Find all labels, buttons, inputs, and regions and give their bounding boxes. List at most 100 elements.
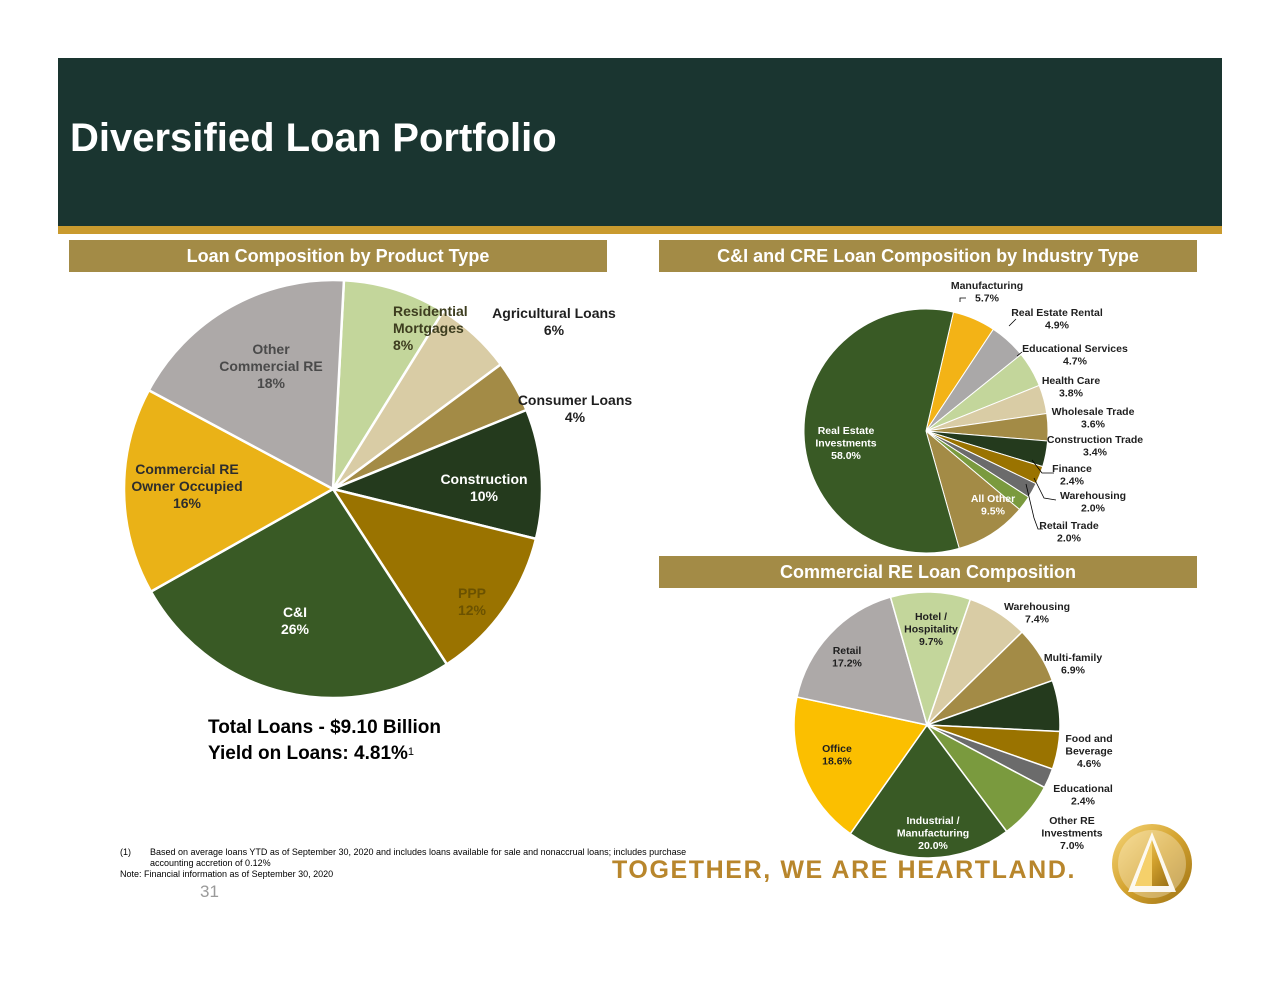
commercial-re-pie-chart: Warehousing 7.4% Multi-family 6.9% Health Se… xyxy=(793,591,1135,859)
slice-label-line: 6% xyxy=(544,322,565,338)
slice-label-warehousing: Warehousing 2.0% xyxy=(1060,490,1126,515)
slice-label-line: Warehousing xyxy=(1060,490,1126,502)
slice-label-line: Health Care xyxy=(1042,375,1101,387)
pie-slice-commercial-re-owner-occupied xyxy=(122,388,336,594)
slice-label-line: Multi-family xyxy=(1044,652,1102,664)
pie-slice-office xyxy=(793,696,929,835)
slice-label-construction: Construction 10% xyxy=(440,471,527,504)
slice-label-other-commercial-re: Other Commercial RE 18% xyxy=(219,341,322,391)
slice-label-line: Owner Occupied xyxy=(131,478,242,494)
total-loans-text: Total Loans - $9.10 Billion xyxy=(208,717,441,738)
slice-label-food-and-beverage: Food and Beverage 4.6% xyxy=(1065,733,1112,770)
slice-label-health-care: Health Care 3.8% xyxy=(1042,375,1101,400)
slice-label-line: Consumer Loans xyxy=(518,392,633,408)
slice-label-line: Construction Trade xyxy=(1047,434,1143,446)
leader-line xyxy=(1016,351,1023,357)
slice-label-commercial-re-owner-occupied: Commercial RE Owner Occupied 16% xyxy=(131,461,242,511)
yield-on-loans: Yield on Loans: 4.81%1 xyxy=(208,741,441,767)
slice-label-retail-trade: Retail Trade 2.0% xyxy=(1039,520,1099,545)
slice-label-line: 4% xyxy=(565,409,586,425)
slice-label-line: Agricultural Loans xyxy=(492,305,616,321)
slice-label-line: 3.4% xyxy=(1083,447,1108,459)
pie-slice-hotel-hospitality xyxy=(889,591,972,728)
slice-label-line: Warehousing xyxy=(1004,601,1070,613)
slice-label-all-other: All Other 9.5% xyxy=(971,493,1015,518)
slice-label-line: 26% xyxy=(281,621,310,637)
banner-accent-rule xyxy=(58,226,1222,234)
yield-footnote-ref: 1 xyxy=(407,746,415,758)
slice-label-line: 17.2% xyxy=(832,658,862,670)
slice-label-line: 2.0% xyxy=(1081,503,1106,515)
slice-label-educational-services: Educational Services 4.7% xyxy=(1022,343,1128,368)
slice-label-line: Hospitality xyxy=(904,624,958,636)
slice-label-line: Educational xyxy=(1053,783,1113,795)
slice-label-line: 3.8% xyxy=(1059,388,1084,400)
slice-label-line: 3.6% xyxy=(1081,419,1106,431)
slice-label-retail: Retail 17.2% xyxy=(832,645,862,670)
slice-label-line: 2.4% xyxy=(1060,476,1085,488)
slice-label-line: Mortgages xyxy=(393,320,464,336)
slice-label-health-services: Health Services 6.2% xyxy=(1057,694,1135,719)
brand-tagline: TOGETHER, WE ARE HEARTLAND. xyxy=(612,856,1077,884)
slice-label-line: Other xyxy=(252,341,290,357)
industry-type-pie-chart: Manufacturing 5.7%Real Estate Rental 4.9%E… xyxy=(803,280,1143,554)
pie-slice-retail xyxy=(796,596,929,726)
slice-label-line: Hotel / xyxy=(915,611,947,623)
slice-label-line: Beverage xyxy=(1065,746,1112,758)
leader-line xyxy=(1008,318,1017,327)
slice-label-line: 18% xyxy=(257,375,286,391)
slice-label-real-estate-investments: Real Estate Investments 58.0% xyxy=(815,425,876,462)
yield-text: Yield on Loans: 4.81% xyxy=(208,743,408,764)
pie-slice-c-i xyxy=(149,487,449,700)
slice-label-line: Educational Services xyxy=(1022,343,1128,355)
slice-label-multi-family: Multi-family 6.9% xyxy=(1044,652,1102,677)
leader-line xyxy=(959,297,966,302)
slice-label-line: 16% xyxy=(173,495,202,511)
footnote-1-continued: accounting accretion of 0.12% xyxy=(150,858,271,868)
slice-label-line: 2.4% xyxy=(1071,796,1096,808)
slice-label-line: 4.6% xyxy=(1077,758,1102,770)
slice-label-line: Commercial RE xyxy=(135,461,238,477)
slice-label-line: 9.5% xyxy=(981,506,1006,518)
slice-label-c-i: C&I 26% xyxy=(281,604,310,637)
product-type-pie-chart: Residential Mortgages 8% Agricultural Loans… xyxy=(122,278,632,700)
page-title: Diversified Loan Portfolio xyxy=(70,116,557,160)
slice-label-line: Office xyxy=(822,743,852,755)
slice-label-line: 6.9% xyxy=(1061,665,1086,677)
slice-label-line: 7.4% xyxy=(1025,614,1050,626)
heartland-logo-icon xyxy=(1112,824,1192,904)
slice-label-line: 4.7% xyxy=(1063,356,1088,368)
slice-label-industrial-manufacturing: Industrial / Manufacturing 20.0% xyxy=(897,815,969,852)
slice-label-real-estate-rental: Real Estate Rental 4.9% xyxy=(1011,307,1103,332)
slice-label-line: Construction xyxy=(440,471,527,487)
slice-label-line: 58.0% xyxy=(831,450,861,462)
slice-label-agricultural-loans: Agricultural Loans 6% xyxy=(492,305,616,338)
slice-label-line: Commercial RE xyxy=(219,358,322,374)
leader-line xyxy=(1025,483,1043,530)
slice-label-construction-trade: Construction Trade 3.4% xyxy=(1047,434,1143,459)
page-number: 31 xyxy=(200,882,219,901)
slice-label-office: Office 18.6% xyxy=(822,743,852,768)
slice-label-line: Retail Trade xyxy=(1039,520,1099,532)
slice-label-line: 10% xyxy=(470,488,499,504)
slice-label-hotel-hospitality: Hotel / Hospitality 9.7% xyxy=(904,611,958,648)
slice-label-line: Real Estate xyxy=(818,425,875,437)
slice-label-line: Residential xyxy=(393,303,468,319)
product-type-section-header: Loan Composition by Product Type xyxy=(69,240,607,272)
slice-label-residential-mortgages: Residential Mortgages 8% xyxy=(393,303,468,353)
slice-label-line: 8% xyxy=(393,337,414,353)
slice-label-line: 12% xyxy=(458,602,487,618)
leader-line xyxy=(1031,459,1054,474)
slice-label-line: 5.7% xyxy=(975,293,1000,305)
slice-label-line: 2.0% xyxy=(1057,533,1082,545)
slice-label-warehousing: Warehousing 7.4% xyxy=(1004,601,1070,626)
slice-label-line: Investments xyxy=(1041,828,1102,840)
footnote-1: (1) Based on average loans YTD as of Sept… xyxy=(120,847,686,857)
footnote-1-line-1: Based on average loans YTD as of Septemb… xyxy=(150,847,687,857)
slice-label-ppp: PPP 12% xyxy=(458,585,487,618)
slice-label-line: All Other xyxy=(971,493,1015,505)
leader-line xyxy=(1033,477,1057,501)
pie-slice-ppp xyxy=(330,487,538,667)
slice-label-line: Real Estate Rental xyxy=(1011,307,1103,319)
slice-label-line: C&I xyxy=(283,604,307,620)
